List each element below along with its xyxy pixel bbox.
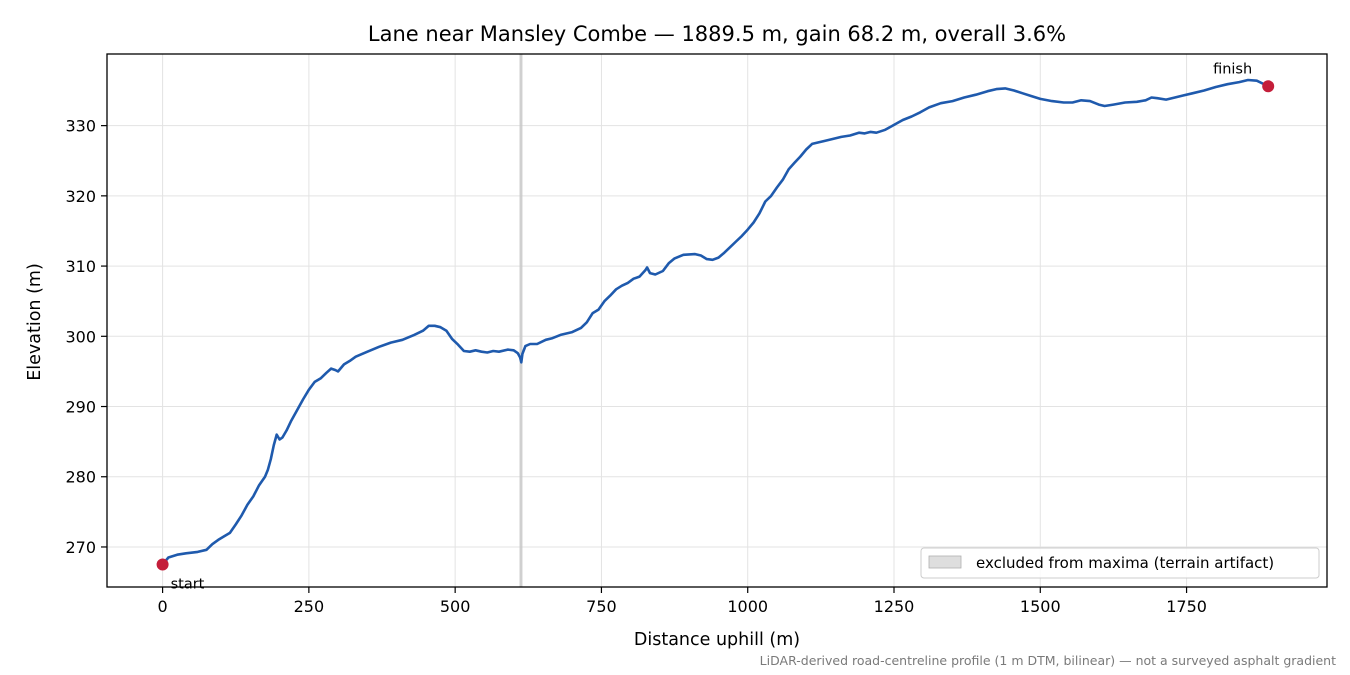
legend-swatch [928,555,962,569]
legend-entry-excluded: excluded from maxima (terrain artifact) [976,554,1274,572]
series-layer [161,78,1270,566]
start-marker [156,558,169,571]
x-tick-label: 250 [294,597,325,616]
excluded-band [519,54,523,587]
x-axis-label: Distance uphill (m) [634,630,800,650]
y-axis-label: Elevation (m) [25,263,45,381]
y-tick-label: 310 [65,257,96,276]
excluded-band-layer [519,54,523,587]
x-tick-label: 1000 [727,597,768,616]
endpoint-markers [156,80,1275,571]
axis-ticks: 0 250 500 750 1000 1250 1500 1750 270 280 290 300 31… [65,117,1206,616]
legend-box [920,547,1320,579]
grid [107,54,1327,587]
x-tick-label: 0 [157,597,167,616]
y-tick-label: 330 [65,117,96,136]
x-tick-label: 1500 [1020,597,1061,616]
y-tick-label: 280 [65,468,96,487]
y-tick-label: 320 [65,187,96,206]
plot-frame [106,53,1328,588]
start-label: start [171,577,205,593]
x-tick-label: 750 [586,597,617,616]
y-tick-label: 290 [65,398,96,417]
legend: excluded from maxima (terrain artifact) [920,547,1320,579]
y-tick-label: 270 [65,538,96,557]
x-tick-label: 1250 [874,597,915,616]
x-tick-label: 500 [440,597,471,616]
footnote: LiDAR-derived road-centreline profile (1… [760,653,1336,668]
chart-title: Lane near Mansley Combe — 1889.5 m, gain… [368,22,1066,46]
finish-label: finish [1213,61,1252,77]
finish-marker [1262,80,1275,93]
x-tick-label: 1750 [1166,597,1207,616]
elevation-line [161,78,1270,566]
y-tick-label: 300 [65,327,96,346]
